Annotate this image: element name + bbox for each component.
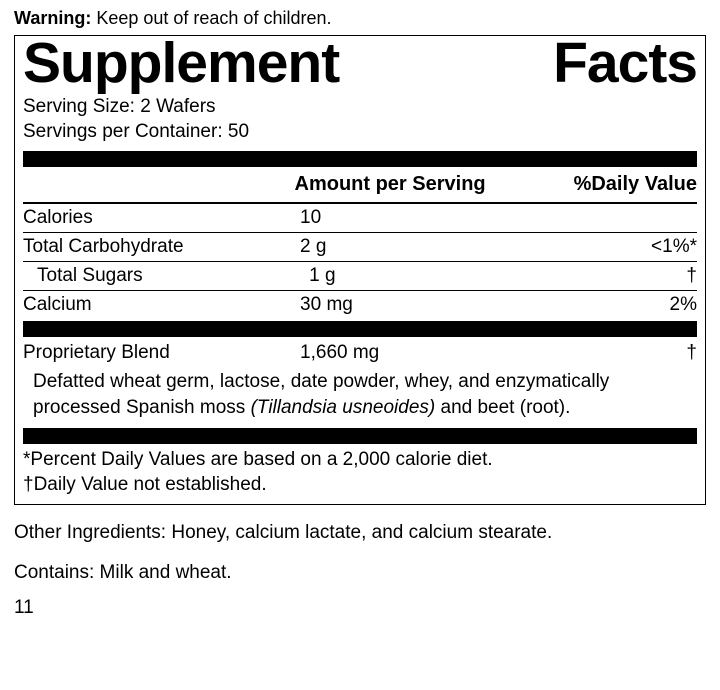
page-number: 11 <box>14 597 706 619</box>
divider-bar <box>23 428 697 444</box>
blend-description: Defatted wheat germ, lactose, date powde… <box>23 367 697 426</box>
supplement-facts-panel: Supplement Facts Serving Size: 2 Wafers … <box>14 35 706 505</box>
footnote-dagger: †Daily Value not established. <box>23 473 697 498</box>
other-ingredients: Other Ingredients: Honey, calcium lactat… <box>14 515 706 551</box>
divider-bar <box>23 321 697 337</box>
row-calcium: Calcium 30 mg 2% <box>23 290 697 319</box>
contains: Contains: Milk and wheat. <box>14 555 706 591</box>
row-calories: Calories 10 <box>23 202 697 232</box>
row-carbohydrate: Total Carbohydrate 2 g <1%* <box>23 232 697 261</box>
servings-per-container: Servings per Container: 50 <box>23 119 697 145</box>
serving-size: Serving Size: 2 Wafers <box>23 94 697 120</box>
footnote-dv: *Percent Daily Values are based on a 2,0… <box>23 448 697 473</box>
panel-title: Supplement Facts <box>23 34 697 94</box>
row-proprietary-blend: Proprietary Blend 1,660 mg † <box>23 339 697 367</box>
warning-text: Keep out of reach of children. <box>91 8 331 28</box>
row-sugars: Total Sugars 1 g † <box>23 261 697 290</box>
title-word-2: Facts <box>553 34 697 94</box>
divider-bar <box>23 151 697 167</box>
warning-label: Warning: <box>14 8 91 28</box>
title-word-1: Supplement <box>23 34 339 94</box>
header-dv: %Daily Value <box>526 173 697 196</box>
column-headers: Amount per Serving %Daily Value <box>23 169 697 202</box>
footnotes: *Percent Daily Values are based on a 2,0… <box>23 446 697 499</box>
header-amount: Amount per Serving <box>246 173 526 196</box>
warning-line: Warning: Keep out of reach of children. <box>14 8 706 29</box>
